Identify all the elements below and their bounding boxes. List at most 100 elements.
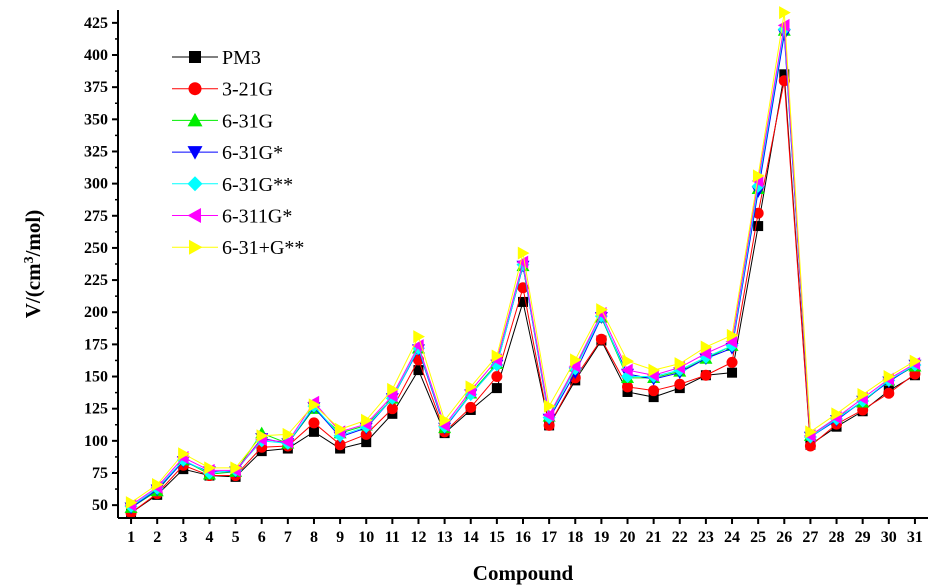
data-point xyxy=(622,354,635,368)
data-point xyxy=(726,328,739,342)
x-tick-label: 22 xyxy=(672,529,688,546)
data-point xyxy=(883,387,895,399)
y-tick-label: 350 xyxy=(84,111,108,128)
data-point xyxy=(542,408,555,422)
legend-label: 6-31G* xyxy=(222,142,283,164)
series-layer xyxy=(124,6,922,519)
legend-item: 6-31G xyxy=(172,110,273,132)
data-point xyxy=(700,340,713,354)
x-tick-label: 19 xyxy=(593,529,609,546)
x-tick-label: 25 xyxy=(750,529,766,546)
x-tick-label: 7 xyxy=(284,529,292,546)
data-point xyxy=(622,381,634,393)
data-point xyxy=(596,303,608,317)
y-tick-label: 225 xyxy=(84,272,108,289)
data-point xyxy=(282,427,295,441)
x-tick-label: 20 xyxy=(620,529,636,546)
legend-label: 6-31G xyxy=(222,110,273,132)
data-point xyxy=(308,398,321,412)
data-point xyxy=(909,354,922,368)
data-point xyxy=(334,439,346,451)
legend-marker xyxy=(187,112,203,127)
x-tick-label: 6 xyxy=(258,529,266,546)
data-point xyxy=(700,369,712,381)
x-tick-label: 16 xyxy=(515,529,531,546)
data-point xyxy=(517,282,529,294)
series-6-31-g- xyxy=(125,6,922,510)
y-tick-label: 325 xyxy=(84,143,108,160)
x-tick-label: 17 xyxy=(541,529,557,546)
data-point xyxy=(361,437,372,448)
legend-marker xyxy=(187,208,201,223)
data-point xyxy=(387,382,399,396)
x-tick-label: 10 xyxy=(358,529,374,546)
x-tick-label: 2 xyxy=(153,529,161,546)
data-point xyxy=(385,389,398,403)
data-point xyxy=(725,335,738,349)
x-tick-label: 4 xyxy=(205,529,213,546)
data-point xyxy=(621,363,633,377)
x-tick-label: 13 xyxy=(437,529,453,546)
legend-marker xyxy=(187,146,203,160)
y-tick-label: 100 xyxy=(84,433,108,450)
x-tick-label: 1 xyxy=(127,529,135,546)
y-tick-label: 425 xyxy=(84,15,108,32)
x-tick-label: 18 xyxy=(567,529,583,546)
x-axis-title: Compound xyxy=(473,561,574,585)
x-tick-label: 30 xyxy=(881,529,897,546)
data-point xyxy=(779,6,791,20)
y-tick-label: 175 xyxy=(84,336,108,353)
legend-marker xyxy=(187,176,203,192)
data-point xyxy=(805,425,817,439)
data-point xyxy=(413,330,425,344)
legend-item: 6-31G* xyxy=(172,142,283,164)
y-tick-label: 125 xyxy=(84,401,108,418)
y-tick-label: 400 xyxy=(84,47,108,64)
x-tick-label: 11 xyxy=(385,529,400,546)
x-tick-label: 27 xyxy=(802,529,818,546)
data-point xyxy=(151,478,164,492)
data-point xyxy=(491,349,504,363)
x-tick-label: 9 xyxy=(336,529,344,546)
data-point xyxy=(517,246,530,260)
data-point xyxy=(334,422,347,436)
data-point xyxy=(413,365,424,376)
legend-item: 6-31+G** xyxy=(172,237,304,259)
x-tick-label: 28 xyxy=(829,529,845,546)
data-point xyxy=(804,440,816,452)
data-point xyxy=(308,426,319,437)
series-line xyxy=(130,74,916,514)
data-point xyxy=(595,333,607,345)
data-point xyxy=(439,413,452,427)
data-point xyxy=(361,413,373,427)
x-tick-label: 23 xyxy=(698,529,714,546)
data-point xyxy=(648,363,661,377)
x-tick-label: 26 xyxy=(776,529,792,546)
data-point xyxy=(543,399,556,413)
data-point xyxy=(308,417,320,429)
data-point xyxy=(491,371,503,383)
legend-item: 3-21G xyxy=(172,79,273,101)
legend-label: PM3 xyxy=(222,47,261,69)
data-point xyxy=(674,378,686,390)
data-point xyxy=(256,429,269,443)
x-tick-label: 12 xyxy=(410,529,426,546)
data-point xyxy=(568,359,581,373)
x-tick-label: 5 xyxy=(232,529,240,546)
legend-label: 3-21G xyxy=(222,79,273,101)
y-axis-title-main: V/(cm xyxy=(21,263,45,318)
legend-label: 6-31G** xyxy=(222,174,293,196)
data-point xyxy=(752,169,765,183)
x-tick-label: 14 xyxy=(463,529,479,546)
y-tick-label: 375 xyxy=(84,79,108,96)
x-tick-label: 8 xyxy=(310,529,318,546)
y-axis-title-sup: 3 xyxy=(22,256,37,263)
legend-label: 6-31+G** xyxy=(222,237,304,259)
y-tick-label: 150 xyxy=(84,369,108,386)
data-point xyxy=(491,383,502,394)
data-point xyxy=(699,346,712,360)
data-point xyxy=(465,380,478,394)
x-tick-label: 21 xyxy=(646,529,662,546)
data-point xyxy=(831,407,844,421)
data-point xyxy=(648,385,660,397)
